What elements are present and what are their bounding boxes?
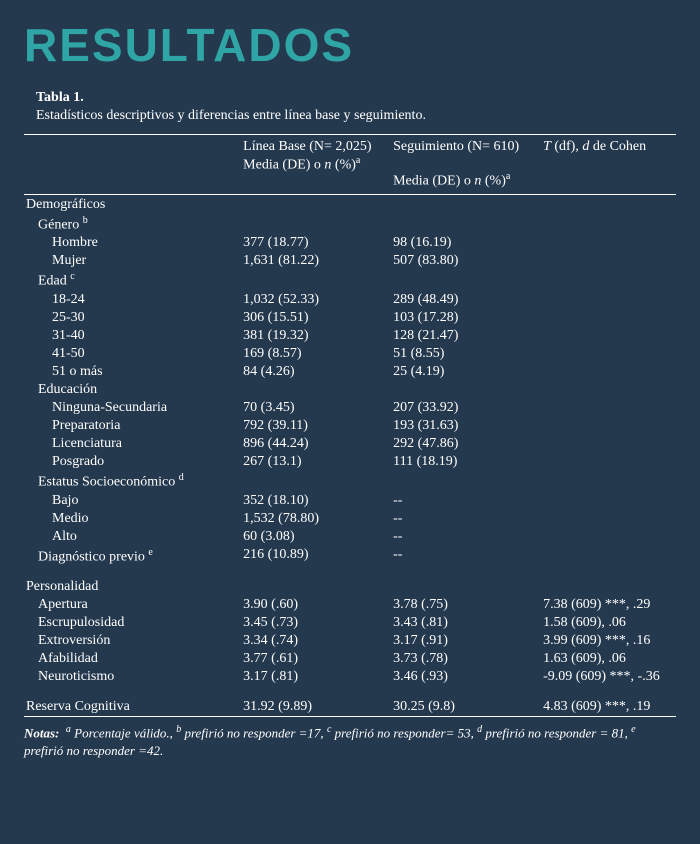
table-row: Licenciatura896 (44.24)292 (47.86)	[24, 435, 676, 453]
header-followup: Seguimiento (N= 610) Media (DE) o n (%)a	[389, 135, 539, 195]
table-row: Neuroticismo3.17 (.81)3.46 (.93)-9.09 (6…	[24, 668, 676, 686]
table-header-row: Línea Base (N= 2,025) Media (DE) o n (%)…	[24, 135, 676, 195]
row-educacion: Educación	[24, 381, 239, 399]
table-row: Posgrado267 (13.1)111 (18.19)	[24, 453, 676, 471]
table-row: Género b	[24, 214, 676, 235]
table-row: 41-50169 (8.57)51 (8.55)	[24, 345, 676, 363]
table-caption: Estadísticos descriptivos y diferencias …	[36, 108, 676, 124]
table-row: 51 o más84 (4.26)25 (4.19)	[24, 363, 676, 381]
header-baseline: Línea Base (N= 2,025) Media (DE) o n (%)…	[239, 135, 389, 195]
header-effect: T (df), d de Cohen	[539, 135, 676, 195]
table-row: Estatus Socioeconómico d	[24, 471, 676, 492]
section-demographics: Demográficos	[24, 194, 239, 214]
row-diagnostico: Diagnóstico previo e	[24, 546, 239, 567]
table-row: Alto60 (3.08)--	[24, 528, 676, 546]
row-ses: Estatus Socioeconómico d	[24, 471, 239, 492]
table-row: Demográficos	[24, 194, 676, 214]
spacer	[24, 566, 676, 578]
row-genero: Género b	[24, 214, 239, 235]
table-row: Hombre377 (18.77)98 (16.19)	[24, 234, 676, 252]
page-title: RESULTADOS	[24, 18, 676, 72]
table-row: 31-40381 (19.32)128 (21.47)	[24, 327, 676, 345]
spacer	[24, 686, 676, 698]
table-row: 25-30306 (15.51)103 (17.28)	[24, 309, 676, 327]
table-row: Escrupulosidad3.45 (.73)3.43 (.81)1.58 (…	[24, 614, 676, 632]
table-row: Ninguna-Secundaria70 (3.45)207 (33.92)	[24, 399, 676, 417]
row-reserva: Reserva Cognitiva	[24, 698, 239, 717]
section-personality: Personalidad	[24, 578, 239, 596]
table-row: 18-241,032 (52.33)289 (48.49)	[24, 291, 676, 309]
table-row: Educación	[24, 381, 676, 399]
table-row: Extroversión3.34 (.74)3.17 (.91)3.99 (60…	[24, 632, 676, 650]
table-row: Reserva Cognitiva31.92 (9.89)30.25 (9.8)…	[24, 698, 676, 717]
table-row: Diagnóstico previo e216 (10.89)--	[24, 546, 676, 567]
table-row: Bajo352 (18.10)--	[24, 492, 676, 510]
table-row: Apertura3.90 (.60)3.78 (.75)7.38 (609) *…	[24, 596, 676, 614]
stats-table: Línea Base (N= 2,025) Media (DE) o n (%)…	[24, 134, 676, 717]
table-row: Mujer1,631 (81.22)507 (83.80)	[24, 252, 676, 270]
page: RESULTADOS Tabla 1. Estadísticos descrip…	[0, 0, 700, 784]
table-row: Afabilidad3.77 (.61)3.73 (.78)1.63 (609)…	[24, 650, 676, 668]
table-row: Medio1,532 (78.80)--	[24, 510, 676, 528]
table-number: Tabla 1.	[36, 90, 676, 106]
table-row: Personalidad	[24, 578, 676, 596]
table-row: Preparatoria792 (39.11)193 (31.63)	[24, 417, 676, 435]
table-notes: Notas: a Porcentaje válido., b prefirió …	[24, 723, 676, 759]
table-row: Edad c	[24, 270, 676, 291]
row-edad: Edad c	[24, 270, 239, 291]
